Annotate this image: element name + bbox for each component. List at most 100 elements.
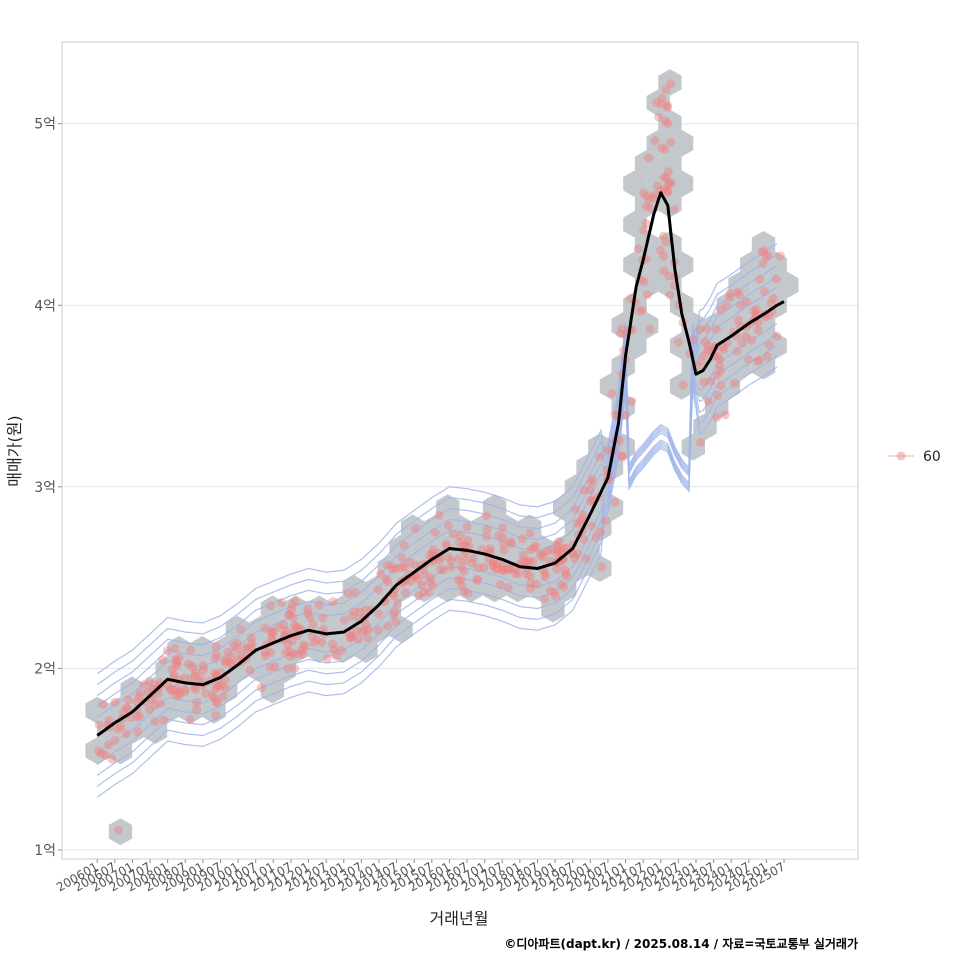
data-point [350, 607, 359, 617]
data-point [538, 552, 547, 562]
data-point [467, 558, 477, 568]
hex-cell [553, 575, 577, 603]
data-point [572, 519, 582, 528]
data-point [532, 579, 542, 589]
data-point [550, 587, 559, 597]
data-point [180, 684, 190, 694]
data-point [346, 633, 356, 643]
data-point [663, 187, 673, 197]
data-point [610, 410, 620, 420]
data-point [190, 671, 200, 681]
hex-cell [646, 129, 670, 157]
data-point [279, 620, 289, 630]
data-point [390, 606, 400, 616]
data-point [288, 613, 298, 622]
hex-cell [389, 615, 413, 643]
data-point [552, 549, 562, 559]
data-point [427, 548, 437, 558]
data-point [587, 475, 597, 484]
hex-cell [646, 89, 670, 117]
data-point [456, 575, 466, 585]
hex-cell [225, 656, 250, 684]
data-point [425, 577, 435, 587]
data-point [669, 205, 679, 214]
legend: 60 [888, 449, 941, 465]
data-point [329, 644, 339, 654]
data-point [657, 143, 667, 153]
data-point [540, 572, 550, 582]
data-point [646, 203, 655, 213]
data-point [716, 381, 726, 391]
data-point [482, 532, 492, 541]
data-point [455, 531, 465, 541]
data-point [417, 580, 427, 590]
data-point [317, 637, 327, 647]
data-point [133, 727, 142, 736]
hex-cell [681, 433, 705, 461]
data-point [299, 640, 309, 650]
data-point [499, 566, 508, 576]
hex-cell [763, 251, 787, 279]
data-point [715, 354, 725, 364]
data-point [525, 557, 535, 567]
data-point [514, 569, 523, 579]
hex-cell [646, 251, 670, 279]
data-point [526, 545, 535, 555]
data-point [328, 639, 338, 649]
data-point [559, 543, 569, 553]
data-point [713, 390, 723, 400]
plot-background [62, 42, 858, 859]
data-point [742, 297, 751, 307]
data-point [749, 306, 759, 316]
y-axis-title: 매매가(원) [5, 415, 24, 486]
data-point [510, 568, 520, 578]
data-point [339, 615, 349, 625]
hex-cell [108, 737, 133, 765]
data-point [498, 523, 508, 533]
data-point [462, 522, 472, 532]
data-point [639, 277, 649, 287]
data-point [498, 532, 508, 542]
data-point [468, 554, 478, 563]
hex-cell [494, 555, 518, 582]
data-point [107, 754, 117, 764]
data-point [434, 510, 444, 520]
data-point [656, 246, 665, 255]
hex-cell [412, 575, 437, 603]
data-point [732, 287, 742, 297]
hex-cell [249, 656, 273, 684]
data-point [123, 704, 133, 714]
hex-cell [389, 534, 413, 562]
hex-cell [669, 129, 694, 157]
data-point [187, 662, 197, 672]
data-point [424, 587, 434, 597]
legend-label: 60 [923, 449, 941, 465]
data-point [570, 553, 580, 563]
hex-cell [658, 231, 682, 258]
data-point [591, 532, 601, 542]
data-point [751, 305, 761, 315]
contour-line [96, 264, 778, 697]
data-point [661, 85, 671, 95]
data-point [215, 681, 225, 690]
data-point [482, 511, 492, 521]
data-point [387, 562, 397, 572]
data-point [389, 610, 399, 620]
data-point [489, 557, 498, 566]
data-point [186, 645, 196, 655]
hex-cell [634, 271, 659, 299]
data-point [374, 609, 384, 619]
data-point [397, 563, 407, 573]
y-tick-label: 1억 [34, 843, 56, 859]
data-point [438, 565, 448, 575]
data-point [393, 598, 403, 608]
data-point [192, 705, 202, 714]
data-point [575, 517, 585, 527]
hex-cell [436, 494, 460, 522]
data-point [351, 625, 361, 635]
data-point [712, 351, 722, 361]
data-point [457, 581, 466, 590]
data-point [284, 610, 294, 620]
data-point [220, 658, 230, 668]
data-point [703, 396, 713, 406]
